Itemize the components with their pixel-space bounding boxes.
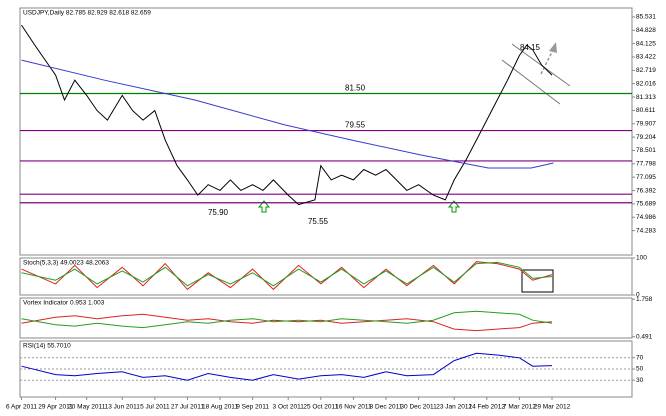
annotation: 75.55 <box>308 217 329 226</box>
up-arrow <box>257 200 271 213</box>
x-tick-label: 13 Jun 2011 <box>105 404 141 411</box>
panel-title: Vortex Indicator 0.953 1.003 <box>23 300 105 307</box>
y-tick-label: 77.798 <box>636 161 656 168</box>
x-tick-label: 25 Oct 2011 <box>303 404 338 411</box>
y-tick-label: 75.689 <box>636 201 656 208</box>
annotation: 75.90 <box>208 208 229 217</box>
y-tick-label: 74.283 <box>636 227 656 234</box>
arrow-head <box>549 42 557 53</box>
y-tick-label: 82.016 <box>636 80 656 87</box>
series-line <box>21 261 553 287</box>
y-tick-label: 0 <box>636 292 640 299</box>
up-arrow <box>447 200 461 213</box>
y-tick-label: 50 <box>636 366 644 373</box>
x-tick-label: 29 Mar 2012 <box>534 404 571 411</box>
x-tick-label: 6 Apr 2011 <box>6 404 37 411</box>
y-tick-label: 79.907 <box>636 120 656 127</box>
y-tick-label: 81.313 <box>636 94 656 101</box>
y-tick-label: 74.986 <box>636 214 656 221</box>
annotation: 84.15 <box>520 43 541 52</box>
highlight-box <box>521 269 554 293</box>
series-line <box>21 59 554 169</box>
projection-arrow <box>540 49 554 75</box>
x-tick-label: 18 Aug 2011 <box>202 404 238 411</box>
y-tick-label: 79.204 <box>636 134 656 141</box>
x-tick-label: 14 Feb 2012 <box>469 404 506 411</box>
y-tick-label: 78.501 <box>636 147 656 154</box>
series-line <box>21 310 553 329</box>
y-tick-label: 0.491 <box>636 334 653 341</box>
y-tick-label: 76.392 <box>636 187 656 194</box>
x-tick-label: 8 Dec 2011 <box>370 404 403 411</box>
y-tick-label: 82.719 <box>636 67 656 74</box>
x-tick-label: 5 Jul 2011 <box>140 404 170 411</box>
x-tick-label: 3 Oct 2011 <box>273 404 305 411</box>
channel-line <box>511 43 571 87</box>
y-tick-label: 80.611 <box>636 107 656 114</box>
x-tick-label: 9 Sep 2011 <box>236 404 269 411</box>
x-tick-label: 7 Mar 2012 <box>503 404 536 411</box>
y-tick-label: 85.531 <box>636 14 656 21</box>
channel-line <box>501 59 561 105</box>
x-tick-label: 27 Jul 2011 <box>171 404 205 411</box>
y-tick-label: 70 <box>636 355 644 362</box>
series-line <box>21 24 553 206</box>
series-line <box>21 313 553 332</box>
level-label: 81.50 <box>345 84 366 93</box>
panel-title: Stoch(5,3,3) 49.0023 48.2063 <box>23 260 109 267</box>
panel-title: RSI(14) 55.7010 <box>23 343 71 350</box>
panel-frame <box>19 257 633 296</box>
x-tick-label: 29 Apr 2011 <box>38 404 73 411</box>
panel-frame <box>19 7 633 256</box>
x-tick-label: 30 Dec 2011 <box>400 404 437 411</box>
panel-title: USDJPY,Daily 82.785 82.929 82.618 82.659 <box>23 10 151 17</box>
panel-frame <box>19 297 633 339</box>
x-tick-label: 16 Nov 2011 <box>335 404 372 411</box>
y-tick-label: 30 <box>636 377 644 384</box>
level-label: 79.55 <box>345 121 366 130</box>
y-tick-label: 84.125 <box>636 40 656 47</box>
y-tick-label: 100 <box>636 255 647 262</box>
y-tick-label: 83.422 <box>636 54 656 61</box>
x-tick-label: 20 May 2011 <box>68 404 105 411</box>
x-tick-label: 23 Jan 2012 <box>436 404 472 411</box>
y-tick-label: 1.758 <box>636 296 653 303</box>
series-line <box>21 261 553 291</box>
series-line <box>21 352 553 381</box>
y-tick-label: 77.095 <box>636 174 656 181</box>
y-tick-label: 84.828 <box>636 27 656 34</box>
